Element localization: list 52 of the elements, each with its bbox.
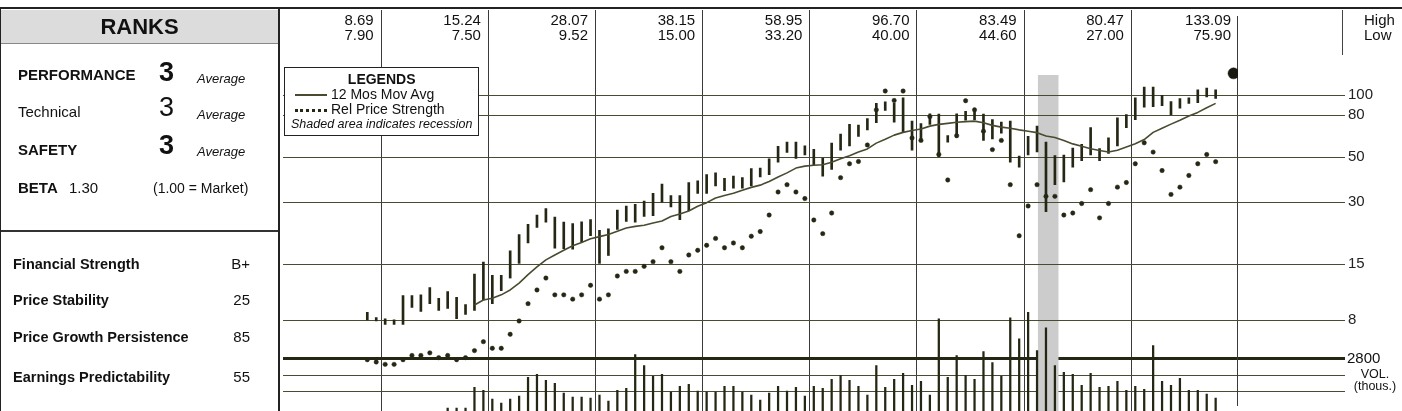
annotation: Shaded area indicates recession [291,117,473,132]
annotation: 58.95 [764,11,803,28]
y-tick-label: 50 [1348,147,1365,165]
text: Price Stability [13,291,109,309]
annotation: 15.00 [657,26,696,43]
text: 3 [159,129,175,161]
annotation: 15.24 [443,11,481,28]
text: Price Growth Persistence [13,328,189,346]
annotation: 8.69 [344,11,374,28]
text: Financial Strength [13,255,140,273]
text: RANKS [99,14,180,40]
text: 3 [159,56,175,88]
text: (1.00 = Market) [153,179,249,197]
text: Technical [18,103,81,121]
annotation: 33.20 [764,26,803,43]
text: SAFETY [18,141,78,159]
text: Average [197,71,246,87]
text: PERFORMANCE [18,66,136,84]
text: 3 [159,91,175,123]
text: Average [197,144,246,160]
annotation: 9.52 [558,26,589,43]
annotation: 83.49 [979,11,1017,28]
y-tick-label: 100 [1348,85,1374,103]
y-axis-title: VOL. (thous.) [1352,367,1398,393]
annotation: 7.50 [451,26,481,43]
text: Average [197,107,246,123]
annotation: 40.00 [871,26,910,43]
annotation: 96.70 [871,11,910,28]
annotation: 27.00 [1086,26,1124,43]
text: High [1364,11,1395,28]
text: 55 [233,368,250,386]
y-tick-label: 8 [1348,309,1357,327]
y-tick-label: 15 [1348,254,1365,272]
annotation: 133.09 [1185,11,1231,28]
y-tick-label: 80 [1348,105,1365,123]
y-tick-label: 30 [1348,192,1365,210]
annotation: 7.90 [344,26,374,43]
text: 2800 [1347,349,1381,366]
legend-label: Rel Price Strength [331,101,445,117]
text: Earnings Predictability [13,368,171,386]
legend-title: LEGENDS [346,71,417,87]
legend-label: 12 Mos Mov Avg [331,86,435,102]
text: 1.30 [69,179,99,197]
annotation: 38.15 [657,11,696,28]
text: 85 [233,328,250,346]
text: B+ [231,255,250,273]
text: 25 [233,291,250,309]
annotation: 28.07 [550,11,589,28]
text: BETA [18,179,58,197]
annotation: 80.47 [1086,11,1124,28]
annotation: 75.90 [1193,26,1231,43]
annotation: 44.60 [979,26,1017,43]
